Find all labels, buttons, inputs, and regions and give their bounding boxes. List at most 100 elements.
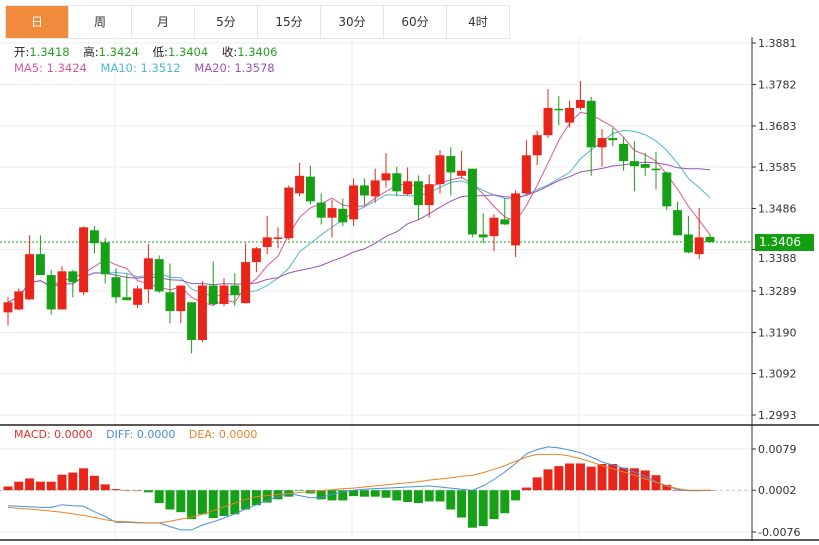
macd-bar	[359, 490, 369, 497]
macd-bar	[478, 490, 488, 527]
macd-bar	[392, 490, 402, 501]
macd-bar	[673, 490, 683, 491]
macd-bar	[532, 477, 542, 491]
candle-up	[262, 237, 272, 248]
macd-bar	[457, 490, 467, 518]
macd-bar	[435, 490, 445, 502]
ohlc-info: 开:1.3418 高:1.3424 低:1.3404 收:1.3406	[14, 44, 287, 60]
macd-bar	[241, 490, 251, 510]
price-tick-label: 1.3190	[758, 326, 797, 339]
candle-down	[608, 138, 618, 141]
macd-bar	[197, 490, 207, 515]
candle-down	[305, 176, 315, 202]
ma5-value: MA5: 1.3424	[14, 61, 87, 75]
macd-bar	[100, 484, 110, 491]
macd-bar	[565, 463, 575, 491]
macd-bar	[111, 489, 121, 491]
price-tick-label: 1.3486	[758, 202, 797, 215]
macd-bar	[575, 463, 585, 491]
macd-tick-label: -0.0076	[758, 526, 800, 539]
candle-up	[424, 184, 434, 206]
macd-bar	[165, 490, 175, 510]
macd-bar	[3, 486, 13, 491]
candle-down	[165, 292, 175, 312]
candle-up	[370, 180, 380, 197]
tab-15min[interactable]: 15分	[258, 6, 321, 38]
candle-down	[230, 285, 240, 296]
macd-bar	[14, 481, 24, 491]
candle-up	[273, 237, 283, 239]
price-tick-label: 1.3289	[758, 285, 797, 298]
macd-bar	[403, 490, 413, 503]
macd-bar	[543, 469, 553, 491]
macd-bar	[370, 490, 380, 497]
tab-4hour[interactable]: 4时	[447, 6, 510, 38]
candle-down	[35, 254, 45, 276]
candle-up	[133, 288, 143, 305]
candle-up	[219, 285, 229, 304]
macd-bar	[133, 490, 143, 491]
macd-bar	[338, 490, 348, 501]
tab-30min[interactable]: 30分	[321, 6, 384, 38]
macd-bar	[143, 490, 153, 493]
candle-down	[651, 168, 661, 171]
dea-line	[7, 453, 710, 524]
price-tick-label: 1.3881	[758, 37, 797, 50]
macd-bar	[597, 463, 607, 491]
candle-down	[662, 172, 672, 207]
macd-bar	[413, 490, 423, 504]
tab-5min[interactable]: 5分	[195, 6, 258, 38]
candle-down	[46, 275, 56, 310]
candle-up	[694, 237, 704, 255]
tab-day[interactable]: 日	[6, 6, 69, 38]
candle-up	[521, 155, 531, 194]
candle-down	[359, 185, 369, 196]
macd-bar	[89, 475, 99, 491]
candle-down	[705, 236, 715, 242]
diff-line	[7, 446, 711, 531]
candle-down	[392, 173, 402, 192]
macd-bar	[46, 481, 56, 491]
macd-bar	[251, 490, 261, 506]
candle-up	[457, 170, 467, 176]
macd-bar	[586, 466, 596, 491]
macd-bar	[521, 487, 531, 491]
candle-up	[575, 99, 585, 108]
candle-down	[629, 161, 639, 167]
candle-down	[683, 234, 693, 253]
tab-month[interactable]: 月	[132, 6, 195, 38]
candle-up	[241, 262, 251, 304]
macd-bar	[35, 481, 45, 491]
macd-bar	[219, 490, 229, 516]
ma10-value: MA10: 1.3512	[100, 61, 181, 75]
candle-up	[57, 271, 67, 310]
candle-up	[381, 173, 391, 181]
macd-bar	[154, 490, 164, 504]
macd-bar	[349, 490, 359, 497]
tab-60min[interactable]: 60分	[384, 6, 447, 38]
diff-value: DIFF: 0.0000	[106, 428, 176, 441]
candle-up	[176, 285, 186, 312]
candle-up	[597, 138, 607, 148]
macd-bar	[187, 490, 197, 520]
macd-bar	[640, 470, 650, 491]
candle-down	[554, 108, 564, 111]
macd-bar	[230, 490, 240, 515]
macd-value: MACD: 0.0000	[14, 428, 93, 441]
macd-tick-label: 0.0002	[758, 484, 797, 497]
macd-bar	[651, 475, 661, 491]
candle-down	[446, 156, 456, 173]
open-value: 1.3418	[29, 45, 70, 59]
candle-up	[25, 254, 35, 300]
macd-bar	[511, 490, 521, 501]
macd-bar	[176, 490, 186, 513]
macd-bar	[316, 490, 326, 500]
tab-week[interactable]: 周	[69, 6, 132, 38]
candle-down	[111, 277, 121, 298]
candle-up	[295, 175, 305, 194]
candle-down	[100, 242, 110, 275]
price-tick-label: 1.2993	[758, 409, 797, 422]
candle-down	[68, 271, 78, 283]
price-tick-label: 1.3782	[758, 78, 797, 91]
